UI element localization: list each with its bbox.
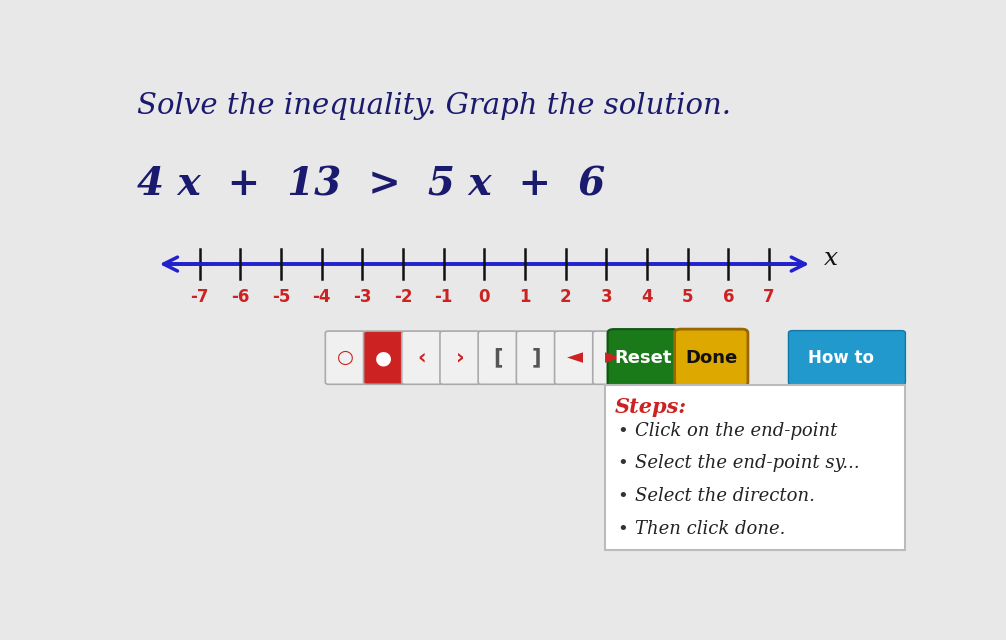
FancyBboxPatch shape <box>554 331 596 384</box>
Text: -4: -4 <box>313 288 331 306</box>
FancyBboxPatch shape <box>675 329 747 387</box>
Text: Select the directon.: Select the directon. <box>635 487 815 505</box>
Text: ‹: ‹ <box>417 348 427 368</box>
Text: x: x <box>824 246 838 269</box>
Text: Click on the end-point: Click on the end-point <box>635 422 837 440</box>
Text: 3: 3 <box>601 288 613 306</box>
FancyBboxPatch shape <box>593 331 634 384</box>
FancyBboxPatch shape <box>440 331 481 384</box>
Text: ●: ● <box>375 348 392 367</box>
Text: •: • <box>617 487 628 505</box>
Text: 2: 2 <box>560 288 571 306</box>
FancyBboxPatch shape <box>606 385 905 550</box>
Text: ○: ○ <box>337 348 354 367</box>
Text: -5: -5 <box>272 288 291 306</box>
Text: •: • <box>617 520 628 538</box>
FancyBboxPatch shape <box>516 331 557 384</box>
FancyBboxPatch shape <box>363 331 404 384</box>
FancyBboxPatch shape <box>608 329 678 387</box>
Text: -1: -1 <box>435 288 453 306</box>
Text: How to: How to <box>808 349 874 367</box>
FancyBboxPatch shape <box>325 331 366 384</box>
Text: Then click done.: Then click done. <box>635 520 786 538</box>
Text: ]: ] <box>532 348 541 368</box>
Text: -6: -6 <box>231 288 249 306</box>
Text: Reset: Reset <box>615 349 672 367</box>
Text: Steps:: Steps: <box>615 397 687 417</box>
Text: •: • <box>617 422 628 440</box>
Text: -2: -2 <box>393 288 412 306</box>
Text: Done: Done <box>685 349 737 367</box>
Text: 5: 5 <box>682 288 693 306</box>
Text: 0: 0 <box>479 288 490 306</box>
Text: ►: ► <box>605 348 621 368</box>
Text: Solve the inequality. Graph the solution.: Solve the inequality. Graph the solution… <box>138 92 731 120</box>
Text: •: • <box>617 454 628 472</box>
Text: 7: 7 <box>764 288 775 306</box>
Text: ◄: ◄ <box>566 348 582 368</box>
Text: 1: 1 <box>519 288 531 306</box>
Text: Select the end-point sy...: Select the end-point sy... <box>635 454 859 472</box>
Text: 4 x  +  13  >  5 x  +  6: 4 x + 13 > 5 x + 6 <box>138 166 606 204</box>
FancyBboxPatch shape <box>789 331 905 385</box>
Text: [: [ <box>494 348 503 368</box>
Text: ›: › <box>456 348 465 368</box>
Text: 6: 6 <box>722 288 734 306</box>
Text: -3: -3 <box>353 288 371 306</box>
FancyBboxPatch shape <box>478 331 519 384</box>
FancyBboxPatch shape <box>401 331 443 384</box>
Text: -7: -7 <box>190 288 209 306</box>
Text: 4: 4 <box>641 288 653 306</box>
